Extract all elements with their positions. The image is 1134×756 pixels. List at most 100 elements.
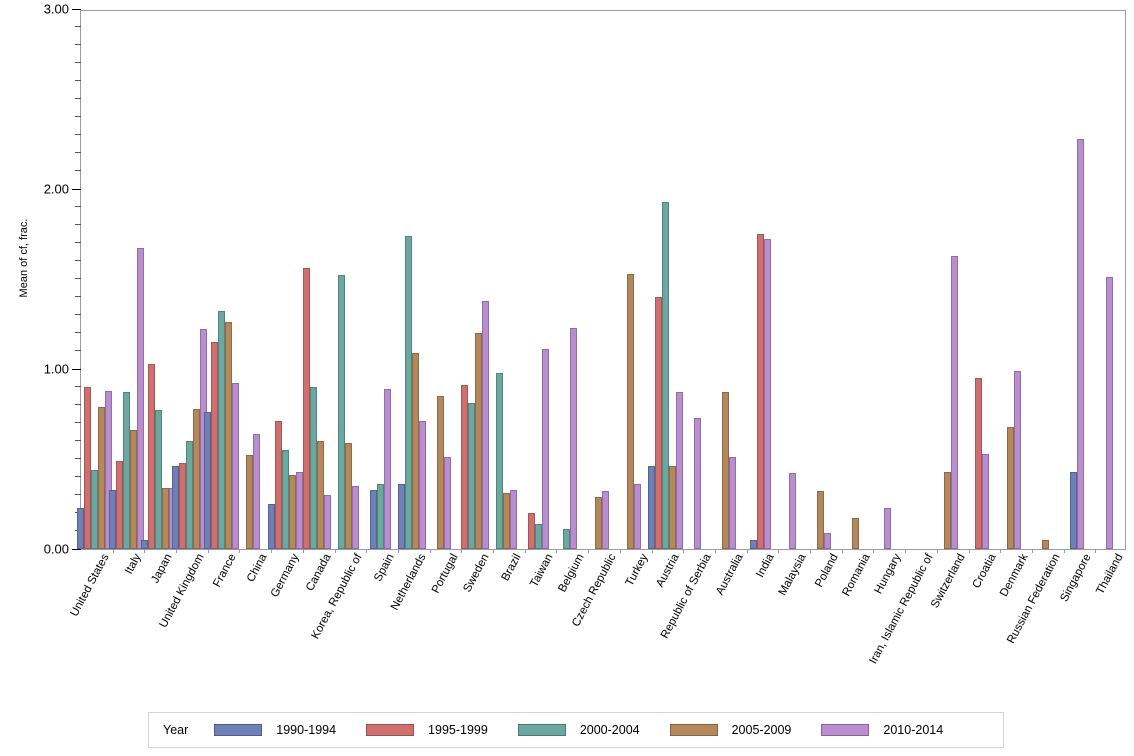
bar[interactable] [323,495,331,549]
bar[interactable] [397,484,405,549]
bar[interactable] [601,491,609,549]
bar[interactable] [116,460,124,549]
bar[interactable] [443,457,451,549]
bar[interactable] [1042,540,1050,549]
bar[interactable] [542,349,550,549]
bar[interactable] [77,507,85,549]
bar[interactable] [351,486,359,549]
bar[interactable] [1105,277,1113,549]
bar[interactable] [975,378,983,549]
legend-entry[interactable]: 1995-1999 [366,723,488,737]
legend-entry[interactable]: 2005-2009 [669,723,791,737]
bar-group [493,11,525,553]
bar[interactable] [1014,370,1022,549]
bar[interactable] [211,342,219,549]
bar[interactable] [883,507,891,549]
bar[interactable] [337,275,345,549]
bar[interactable] [154,410,162,549]
bar[interactable] [218,311,226,549]
bar[interactable] [376,484,384,549]
bar[interactable] [137,248,145,549]
bar[interactable] [468,403,476,549]
bar[interactable] [654,297,662,549]
bar[interactable] [186,441,194,549]
bar[interactable] [344,442,352,549]
bar[interactable] [816,491,824,549]
bar[interactable] [369,489,377,549]
x-tick-mark [493,549,495,553]
bar[interactable] [418,421,426,549]
bar[interactable] [721,392,729,549]
bar[interactable] [161,487,169,549]
bar[interactable] [749,540,757,549]
bar[interactable] [204,412,212,549]
bar[interactable] [496,372,504,549]
bar[interactable] [123,392,131,549]
bar[interactable] [172,466,180,549]
x-tick-mark [397,549,399,553]
bar[interactable] [693,417,701,549]
bar[interactable] [267,504,275,549]
bar[interactable] [281,450,289,549]
bar[interactable] [1077,138,1085,549]
bar[interactable] [98,406,106,549]
bar[interactable] [109,489,117,549]
bar[interactable] [675,392,683,549]
bar[interactable] [225,322,233,549]
bar[interactable] [436,396,444,549]
bar[interactable] [130,430,138,549]
bar[interactable] [756,234,764,549]
bar[interactable] [246,455,254,549]
bar[interactable] [309,387,317,549]
bar[interactable] [982,453,990,549]
bar[interactable] [105,390,113,549]
bar[interactable] [232,383,240,549]
bar[interactable] [510,489,518,549]
bar[interactable] [383,388,391,549]
bar[interactable] [950,255,958,549]
bar[interactable] [253,433,261,549]
legend-entry[interactable]: 1990-1994 [214,723,336,737]
bar[interactable] [626,273,634,549]
legend-entry[interactable]: 2000-2004 [517,723,640,737]
bar[interactable] [528,513,536,549]
bar[interactable] [661,201,669,549]
bar[interactable] [535,523,543,549]
bar[interactable] [482,300,490,549]
bar[interactable] [594,496,602,549]
bar[interactable] [1070,471,1078,549]
bar-group [683,11,715,553]
bar[interactable] [404,235,412,549]
bar[interactable] [475,333,483,549]
bar[interactable] [288,475,296,549]
bar[interactable] [193,408,201,549]
legend-entry[interactable]: 2010-2014 [821,723,943,737]
bar[interactable] [1007,426,1015,549]
bar[interactable] [788,473,796,549]
bar[interactable] [179,462,187,549]
x-tick-mark [810,549,812,553]
bar[interactable] [140,540,148,549]
bar[interactable] [647,466,655,549]
bar[interactable] [302,268,310,549]
bar[interactable] [411,352,419,549]
bar[interactable] [274,421,282,549]
bar[interactable] [503,493,511,549]
bar[interactable] [147,363,155,549]
bar[interactable] [461,385,469,549]
bar[interactable] [943,471,951,549]
bar[interactable] [668,466,676,549]
bar[interactable] [763,239,771,549]
bar[interactable] [633,484,641,549]
bar[interactable] [563,529,571,549]
bar[interactable] [316,441,324,549]
bar[interactable] [295,471,303,549]
bar[interactable] [823,532,831,549]
x-axis-label: Brazil [499,552,524,584]
bar[interactable] [728,457,736,549]
bar[interactable] [91,469,99,549]
y-axis-title: Mean of cf, frac. [18,218,30,298]
bar[interactable] [570,327,578,549]
bar[interactable] [852,518,860,549]
bar[interactable] [84,387,92,549]
